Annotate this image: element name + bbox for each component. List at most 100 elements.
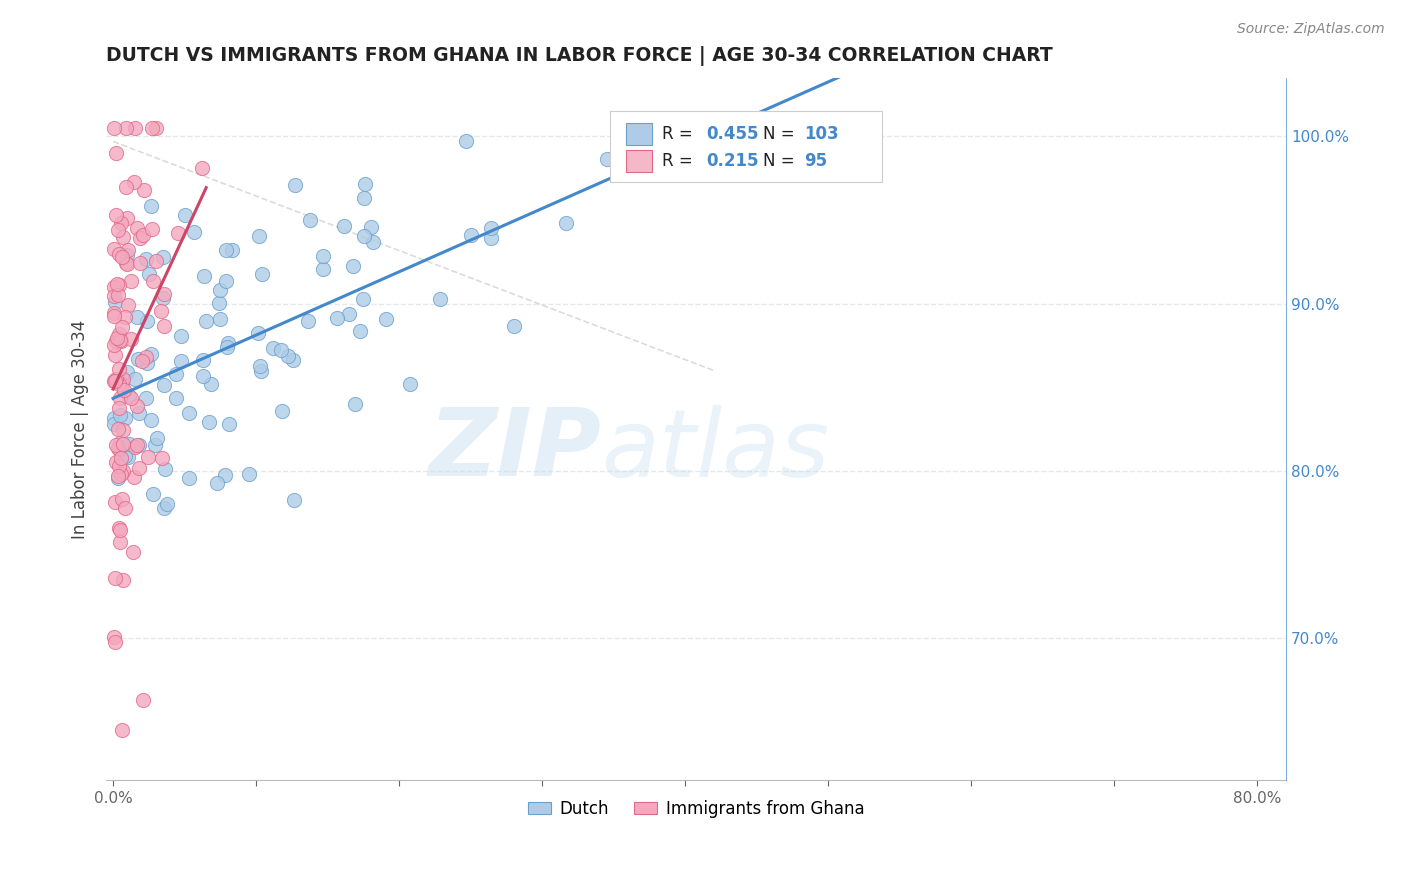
Point <box>111 492 134 507</box>
Point <box>595 152 617 166</box>
Point <box>107 442 129 456</box>
Text: R =: R = <box>662 125 697 143</box>
Point <box>141 221 163 235</box>
Point <box>191 352 214 367</box>
Point <box>479 221 502 235</box>
Point <box>153 287 176 301</box>
Text: N =: N = <box>763 152 800 169</box>
Point <box>136 314 159 328</box>
Text: Source: ZipAtlas.com: Source: ZipAtlas.com <box>1237 22 1385 37</box>
Point <box>208 312 231 326</box>
Point <box>252 267 274 281</box>
Point <box>128 256 150 270</box>
Point <box>107 471 129 485</box>
Point <box>114 449 136 463</box>
Text: N =: N = <box>763 125 800 143</box>
Point <box>107 246 129 260</box>
Y-axis label: In Labor Force | Age 30-34: In Labor Force | Age 30-34 <box>72 319 89 539</box>
Point <box>112 437 135 451</box>
Text: 0.455: 0.455 <box>707 125 759 143</box>
Point <box>262 341 284 355</box>
Point <box>249 359 271 374</box>
Point <box>120 333 142 347</box>
Point <box>104 374 127 388</box>
Point <box>108 377 131 392</box>
Point <box>150 303 173 318</box>
Point <box>456 134 478 148</box>
Point <box>217 340 239 354</box>
Point <box>114 501 136 516</box>
Point <box>298 213 321 227</box>
Point <box>193 268 215 283</box>
Point <box>107 223 129 237</box>
Point <box>135 392 157 406</box>
Point <box>117 243 139 257</box>
Point <box>128 461 150 475</box>
Point <box>283 352 305 367</box>
Point <box>110 451 132 466</box>
Point <box>131 354 153 368</box>
Point <box>108 524 131 538</box>
Point <box>103 338 125 352</box>
Point <box>127 221 149 235</box>
Point <box>152 291 174 305</box>
Point <box>110 467 132 482</box>
Text: ZIP: ZIP <box>429 404 602 496</box>
Point <box>107 401 129 416</box>
Point <box>145 121 167 136</box>
Point <box>103 374 125 388</box>
Point <box>103 121 125 136</box>
Point <box>104 455 127 469</box>
Point <box>105 438 128 452</box>
Point <box>142 487 165 501</box>
Point <box>332 219 354 233</box>
Point <box>125 438 148 452</box>
Point <box>115 179 138 194</box>
FancyBboxPatch shape <box>610 111 883 182</box>
Point <box>121 545 143 559</box>
Point <box>103 309 125 323</box>
Point <box>128 438 150 452</box>
Point <box>105 277 128 292</box>
Point <box>217 335 239 350</box>
FancyBboxPatch shape <box>626 123 652 145</box>
Point <box>166 227 188 241</box>
Point <box>111 372 134 386</box>
Point <box>104 348 127 362</box>
Point <box>152 318 174 333</box>
Point <box>141 346 163 360</box>
Point <box>502 319 524 334</box>
Point <box>114 310 136 324</box>
Point <box>107 521 129 535</box>
Point <box>221 243 243 257</box>
Point <box>118 437 141 451</box>
Legend: Dutch, Immigrants from Ghana: Dutch, Immigrants from Ghana <box>522 793 870 824</box>
Point <box>153 378 176 392</box>
Point <box>132 227 155 242</box>
Point <box>152 250 174 264</box>
Point <box>107 469 129 483</box>
Point <box>111 250 134 264</box>
Point <box>104 635 127 649</box>
Point <box>555 216 578 230</box>
Point <box>103 411 125 425</box>
Point <box>104 295 127 310</box>
Point <box>342 259 364 273</box>
Point <box>134 183 156 197</box>
Point <box>103 280 125 294</box>
Point <box>460 228 482 243</box>
Point <box>122 469 145 483</box>
Point <box>190 161 212 175</box>
Point <box>120 274 142 288</box>
Point <box>174 208 197 222</box>
Point <box>349 324 371 338</box>
Point <box>344 397 367 411</box>
Point <box>136 356 159 370</box>
Point <box>110 334 132 348</box>
Point <box>115 255 138 269</box>
Point <box>117 365 139 379</box>
Point <box>429 292 451 306</box>
Point <box>124 372 146 386</box>
Point <box>107 422 129 436</box>
Point <box>104 372 127 386</box>
